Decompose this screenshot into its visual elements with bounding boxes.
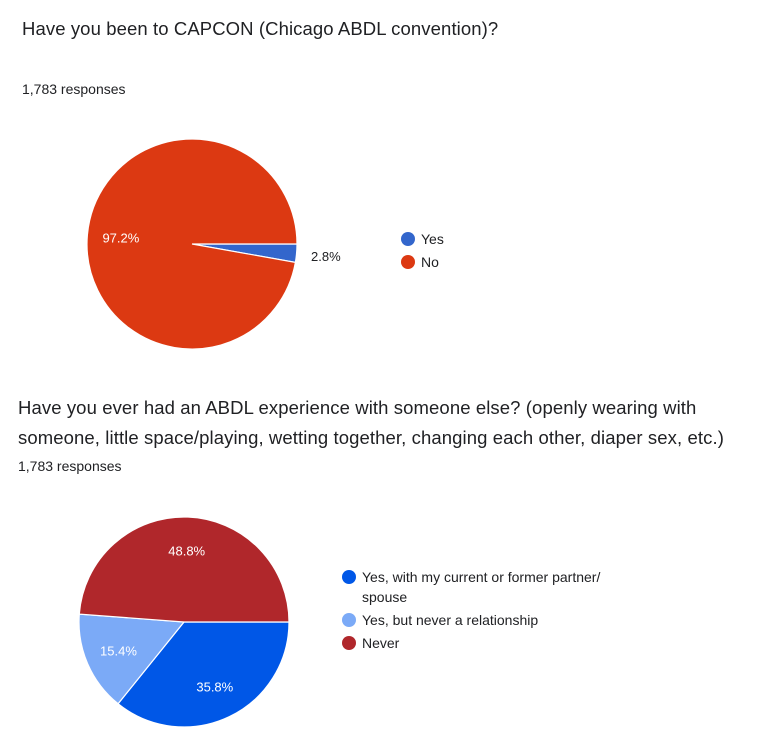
legend-1: Yes No xyxy=(401,229,444,275)
legend-color-partner xyxy=(342,570,356,584)
legend-2: Yes, with my current or former partner/ … xyxy=(342,567,632,656)
pie-label-1-1: 15.4% xyxy=(100,643,137,658)
legend-color-yes xyxy=(401,232,415,246)
legend-item-partner[interactable]: Yes, with my current or former partner/ … xyxy=(342,567,632,607)
legend-label-never: Never xyxy=(362,635,400,651)
pie-label-0-1: 97.2% xyxy=(102,231,139,246)
question-1-title: Have you been to CAPCON (Chicago ABDL co… xyxy=(22,18,499,39)
legend-label-yes: Yes xyxy=(421,231,444,247)
legend-item-no[interactable]: No xyxy=(401,252,444,272)
pie-slice-1-2[interactable] xyxy=(78,516,290,623)
legend-label-no: No xyxy=(421,254,439,270)
legend-color-never xyxy=(342,636,356,650)
legend-item-no-relationship[interactable]: Yes, but never a relationship xyxy=(342,610,632,630)
pie-label-1-0: 35.8% xyxy=(196,679,233,694)
legend-label-no-relationship: Yes, but never a relationship xyxy=(362,612,539,628)
legend-label-partner: Yes, with my current or former partner/ … xyxy=(362,569,601,605)
pie-label-1-2: 48.8% xyxy=(168,544,205,559)
pie-slice-1-1[interactable] xyxy=(78,613,186,705)
legend-item-never[interactable]: Never xyxy=(342,633,632,653)
pie-label-0-0: 2.8% xyxy=(311,249,341,264)
legend-item-yes[interactable]: Yes xyxy=(401,229,444,249)
question-1-response-count: 1,783 responses xyxy=(22,81,126,97)
pie-slice-1-0[interactable] xyxy=(117,621,290,728)
question-2-response-count: 1,783 responses xyxy=(18,458,122,474)
pie-chart-1: 2.8% 97.2% xyxy=(86,138,341,350)
question-2-title: Have you ever had an ABDL experience wit… xyxy=(18,397,724,448)
pie-slice-0-1[interactable] xyxy=(86,138,298,350)
legend-color-no xyxy=(401,255,415,269)
legend-color-no-relationship xyxy=(342,613,356,627)
